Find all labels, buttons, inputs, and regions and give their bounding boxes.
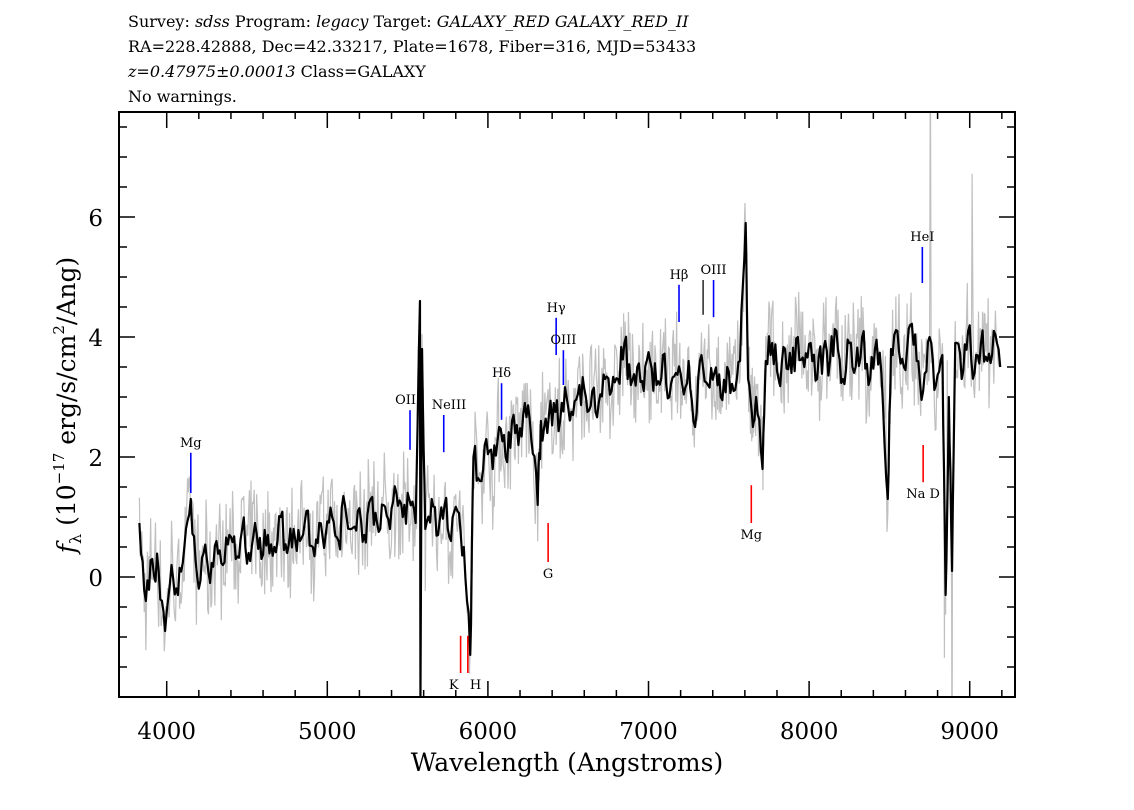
header-line-warnings: No warnings. xyxy=(128,87,237,106)
x-tick-label: 9000 xyxy=(940,719,999,745)
program-value: legacy xyxy=(316,12,369,31)
emission-line-label: HeI xyxy=(910,230,934,245)
x-tick-label: 5000 xyxy=(298,719,357,745)
emission-line-label: OII xyxy=(395,393,416,408)
emission-line-label: Hβ xyxy=(670,268,689,283)
y-axis-label: fλ (10−17 erg/s/cm2/Ang) xyxy=(50,257,85,556)
absorption-line-label: Mg xyxy=(740,528,762,543)
emission-line-label: Mg xyxy=(180,436,202,451)
flux-line xyxy=(138,221,1002,697)
x-tick-label: 7000 xyxy=(619,719,678,745)
x-tick-label: 4000 xyxy=(137,719,196,745)
header-line-coordinates: RA=228.42888, Dec=42.33217, Plate=1678, … xyxy=(128,37,697,56)
axes: 4000 5000 6000 7000 8000 9000 0 2 4 6 xyxy=(88,112,1015,745)
absorption-line-label: H xyxy=(470,678,481,693)
y-tick-label: 2 xyxy=(88,446,103,472)
flux-series xyxy=(138,221,1002,697)
emission-line-label: NeIII xyxy=(432,398,466,413)
target-label: Target: xyxy=(373,12,432,31)
emission-line-label: OIII xyxy=(701,263,727,278)
y-tick-label: 4 xyxy=(88,326,103,352)
absorption-line-label: K xyxy=(449,678,459,693)
redshift-value: z=0.47975±0.00013 xyxy=(128,62,296,81)
survey-value: sdss xyxy=(194,12,230,31)
emission-line-label: OIII xyxy=(550,333,576,348)
header-line-redshift: z=0.47975±0.00013 Class=GALAXY xyxy=(128,62,426,82)
x-tick-label: 8000 xyxy=(780,719,839,745)
error-band xyxy=(138,112,1001,697)
y-tick-label: 0 xyxy=(88,566,103,592)
emission-line-label: Hδ xyxy=(492,366,511,381)
line-annotations: Mg OII NeIII Hδ Hγ OIII Hβ OIII HeI K H G Mg Na D xyxy=(180,230,940,693)
x-tick-label: 6000 xyxy=(459,719,518,745)
emission-line-label: Hγ xyxy=(547,301,566,316)
header-line-survey: Survey: sdss Program: legacy Target: GAL… xyxy=(128,12,689,32)
absorption-line-label: Na D xyxy=(906,487,940,502)
survey-label: Survey: xyxy=(128,12,190,31)
program-label: Program: xyxy=(234,12,311,31)
target-value: GALAXY_RED GALAXY_RED_II xyxy=(436,12,689,31)
class-value: Class=GALAXY xyxy=(300,62,426,81)
x-axis-label: Wavelength (Angstroms) xyxy=(411,748,723,777)
absorption-line-label: G xyxy=(543,567,553,582)
y-tick-label: 6 xyxy=(88,206,103,232)
plot-frame xyxy=(118,111,1016,698)
error-band-line xyxy=(138,112,1001,697)
